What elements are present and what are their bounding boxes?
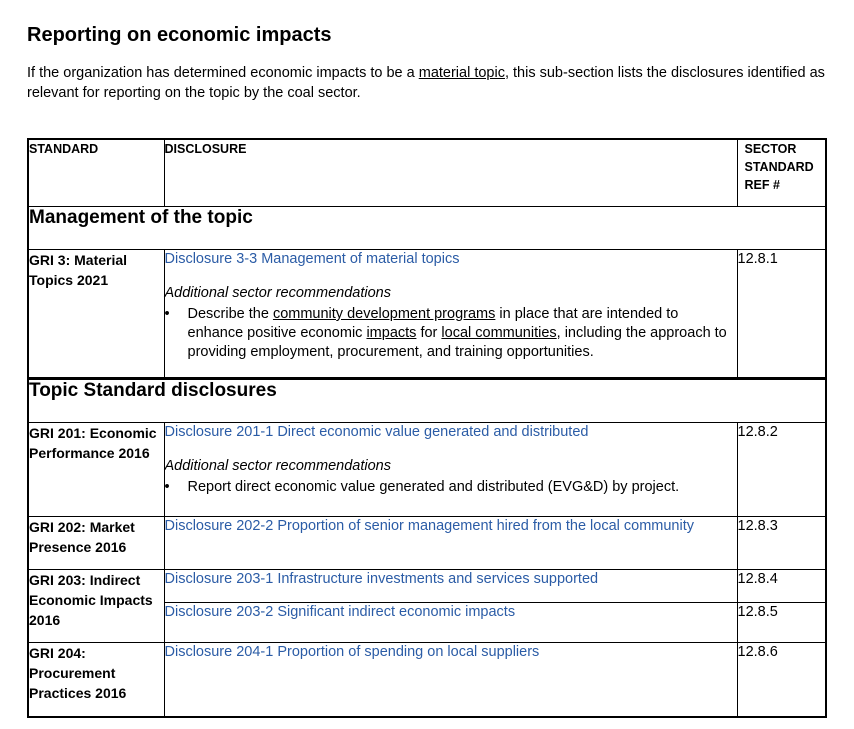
material-topic-link[interactable]: material topic (418, 65, 505, 81)
bullet-icon: • (164, 306, 170, 322)
standard-cell: GRI 201: Economic Performance 2016 (27, 422, 165, 517)
disclosure-204-1-link[interactable]: Disclosure 204-1 Proportion of spending … (164, 644, 540, 660)
header-sector-ref: SECTOR STANDARD REF # (736, 138, 827, 207)
disclosure-203-2-link[interactable]: Disclosure 203-2 Significant indirect ec… (164, 604, 516, 620)
ref-cell: 12.8.1 (736, 249, 827, 379)
bullet-icon: • (164, 479, 170, 495)
recommendation-text: Report direct economic value generated a… (187, 479, 680, 495)
section-row-topic-standard: Topic Standard disclosures (27, 377, 827, 423)
intro-text-end: , this sub-section lists the disclosures… (27, 65, 825, 101)
page-title: Reporting on economic impacts (27, 24, 332, 46)
table-row: GRI 204: Procurement Practices 2016 Disc… (27, 642, 827, 717)
rec-text: , including the approach to providing em… (187, 325, 727, 360)
disclosure-cell: Disclosure 204-1 Proportion of spending … (163, 642, 738, 717)
section-title-topic-standard: Topic Standard disclosures (27, 377, 827, 423)
rec-text: Describe the (187, 306, 273, 322)
table-row: GRI 3: Material Topics 2021 Disclosure 3… (27, 249, 827, 379)
header-ref-line2: STANDARD (744, 160, 814, 174)
section-title-management: Management of the topic (27, 206, 827, 250)
table-row: GRI 201: Economic Performance 2016 Discl… (27, 422, 827, 517)
disclosure-cell: Disclosure 203-2 Significant indirect ec… (163, 602, 738, 643)
rec-text: for (416, 325, 442, 341)
ref-cell: 12.8.4 (736, 569, 827, 603)
ref-cell: 12.8.6 (736, 642, 827, 717)
recommendation-text: Describe the community development progr… (188, 305, 737, 362)
recommendation-item: • Report direct economic value generated… (165, 478, 737, 497)
impacts-link[interactable]: impacts (366, 325, 417, 341)
disclosure-3-3-link[interactable]: Disclosure 3-3 Management of material to… (164, 251, 460, 267)
header-ref-line3: REF # (744, 178, 780, 192)
disclosure-cell: Disclosure 201-1 Direct economic value g… (163, 422, 738, 517)
intro-paragraph: If the organization has determined econo… (27, 63, 827, 103)
disclosure-201-1-link[interactable]: Disclosure 201-1 Direct economic value g… (164, 424, 589, 440)
disclosure-cell: Disclosure 3-3 Management of material to… (163, 249, 738, 379)
intro-text-start: If the organization has determined econo… (27, 65, 419, 81)
disclosure-cell: Disclosure 203-1 Infrastructure investme… (163, 569, 738, 603)
community-development-programs-link[interactable]: community development programs (272, 306, 496, 322)
standard-cell: GRI 203: Indirect Economic Impacts 2016 (27, 569, 165, 643)
recommendation-item: • Describe the community development pro… (165, 305, 737, 362)
table-row: Disclosure 203-2 Significant indirect ec… (28, 602, 827, 643)
header-disclosure: DISCLOSURE (163, 138, 738, 207)
section-row-management: Management of the topic (27, 206, 827, 250)
rec-text: in place that are intended to enhance po… (187, 306, 679, 341)
table-row: GRI 203: Indirect Economic Impacts 2016 … (27, 569, 827, 643)
recommendations-label: Additional sector recommendations (164, 458, 391, 474)
ref-cell: 12.8.3 (736, 516, 827, 570)
header-ref-line1: SECTOR (744, 142, 797, 156)
header-standard: STANDARD (27, 138, 165, 207)
standard-cell: GRI 202: Market Presence 2016 (27, 516, 165, 570)
table-header-row: STANDARD DISCLOSURE SECTOR STANDARD REF # (27, 138, 827, 207)
ref-cell: 12.8.5 (736, 602, 827, 643)
disclosures-table: STANDARD DISCLOSURE SECTOR STANDARD REF # … (27, 138, 827, 718)
local-communities-link[interactable]: local communities (441, 325, 557, 341)
ref-cell: 12.8.2 (736, 422, 827, 517)
disclosure-cell: Disclosure 202-2 Proportion of senior ma… (163, 516, 738, 570)
disclosure-203-1-link[interactable]: Disclosure 203-1 Infrastructure investme… (164, 571, 599, 587)
recommendations-label: Additional sector recommendations (164, 285, 391, 301)
standard-cell: GRI 3: Material Topics 2021 (27, 249, 165, 379)
standard-cell: GRI 204: Procurement Practices 2016 (27, 642, 165, 717)
disclosure-202-2-link[interactable]: Disclosure 202-2 Proportion of senior ma… (164, 518, 695, 534)
table-row: GRI 202: Market Presence 2016 Disclosure… (27, 516, 827, 570)
